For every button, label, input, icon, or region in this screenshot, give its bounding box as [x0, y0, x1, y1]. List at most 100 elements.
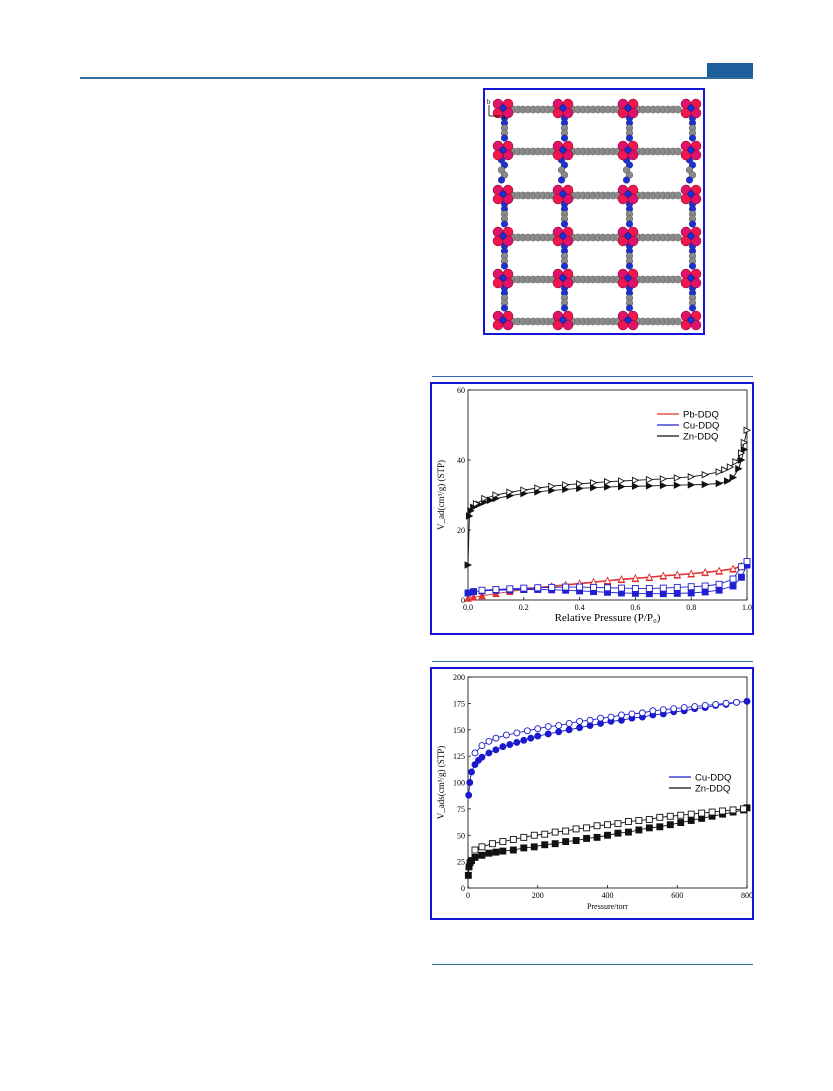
adsorption-point: [604, 831, 611, 839]
adsorption-point: [729, 582, 737, 590]
y-tick-label: 200: [453, 673, 465, 682]
desorption-point: [659, 475, 668, 483]
metal-node: [552, 98, 574, 119]
x-tick-label: 0.0: [463, 603, 473, 612]
desorption-point: [590, 583, 598, 591]
desorption-point: [719, 807, 727, 815]
desorption-point: [732, 458, 740, 466]
y-tick-label: 60: [457, 386, 465, 395]
adsorption-point: [737, 573, 745, 581]
desorption-point: [534, 484, 542, 492]
x-tick-label: 600: [671, 891, 683, 900]
desorption-point: [555, 722, 563, 729]
metal-node: [680, 310, 702, 331]
figure-rule-1: [432, 376, 753, 377]
adsorption-point: [735, 465, 743, 473]
desorption-point: [548, 482, 556, 490]
adsorption-point: [464, 871, 472, 879]
desorption-point: [743, 426, 752, 434]
adsorption-point: [673, 589, 681, 597]
linker-atom: [674, 233, 682, 242]
desorption-point: [737, 563, 745, 571]
desorption-point: [715, 580, 723, 588]
desorption-point: [638, 709, 646, 717]
desorption-point: [631, 476, 640, 485]
desorption-point: [698, 809, 706, 817]
desorption-point: [631, 573, 640, 582]
adsorption-point: [562, 838, 570, 846]
desorption-point: [666, 812, 674, 820]
metal-node: [680, 268, 702, 289]
pillar-atom: [688, 262, 697, 270]
header-rule: [80, 77, 753, 79]
desorption-point: [520, 584, 528, 592]
adsorption-point: [687, 481, 696, 489]
desorption-point: [617, 711, 625, 719]
pillar-atom: [500, 134, 509, 142]
series-zn-ddq: [464, 804, 751, 879]
desorption-point: [677, 811, 685, 819]
adsorption-point: [478, 591, 486, 600]
desorption-point: [593, 822, 601, 830]
desorption-point: [604, 477, 612, 486]
pillar-atom: [500, 304, 509, 312]
adsorption-point: [464, 561, 473, 569]
desorption-point: [523, 727, 531, 735]
metal-node: [617, 98, 639, 119]
desorption-point: [645, 815, 653, 823]
linker-atom: [674, 275, 682, 284]
adsorption-point: [555, 728, 563, 736]
adsorption-point: [470, 588, 478, 596]
desorption-point: [551, 828, 559, 836]
desorption-point: [701, 702, 709, 709]
desorption-point: [617, 477, 626, 485]
metal-node: [492, 98, 514, 119]
linker-atom: [674, 191, 682, 200]
adsorption-point: [590, 483, 598, 492]
adsorption-point: [673, 481, 682, 489]
adsorption-point: [541, 841, 549, 849]
adsorption-point: [576, 724, 584, 732]
adsorption-point: [471, 853, 479, 861]
adsorption-point: [509, 846, 517, 854]
desorption-point: [729, 575, 737, 583]
adsorption-point: [562, 485, 570, 494]
adsorption-point: [701, 588, 709, 596]
adsorption-point: [576, 484, 584, 493]
desorption-point: [649, 707, 657, 715]
metal-node: [552, 184, 574, 205]
desorption-point: [673, 570, 681, 578]
desorption-point: [645, 584, 653, 592]
x-tick-label: 400: [602, 891, 614, 900]
adsorption-point: [583, 834, 591, 842]
desorption-point: [485, 737, 493, 745]
adsorption-point: [478, 753, 486, 761]
desorption-point: [604, 584, 611, 592]
adsorption-point: [656, 823, 664, 831]
adsorption-point: [492, 746, 500, 754]
desorption-point: [659, 571, 668, 579]
pillar-atom: [625, 220, 634, 228]
desorption-point: [548, 583, 556, 591]
metal-node: [552, 310, 574, 331]
desorption-point: [635, 817, 643, 824]
chart-frame-2: 0 200 400 600 800 0 25 50 75 100 125 150 175 200 Press…: [430, 667, 754, 920]
desorption-point: [617, 574, 626, 583]
x-tick-label: 1.0: [742, 603, 752, 612]
desorption-point: [520, 833, 528, 841]
adsorption-point: [530, 843, 538, 851]
metal-node: [552, 226, 574, 247]
adsorption-point: [464, 589, 472, 597]
desorption-point: [472, 500, 481, 508]
x-tick-label: 200: [532, 891, 544, 900]
x-tick-label: 800: [741, 891, 752, 900]
desorption-point: [471, 846, 479, 854]
adsorption-point: [715, 586, 723, 594]
adsorption-point: [551, 840, 559, 848]
desorption-point: [743, 558, 751, 565]
metal-node: [617, 140, 639, 161]
series-zn-ddq: [464, 426, 752, 569]
adsorption-point: [737, 456, 746, 464]
y-tick-label: 75: [457, 805, 465, 814]
